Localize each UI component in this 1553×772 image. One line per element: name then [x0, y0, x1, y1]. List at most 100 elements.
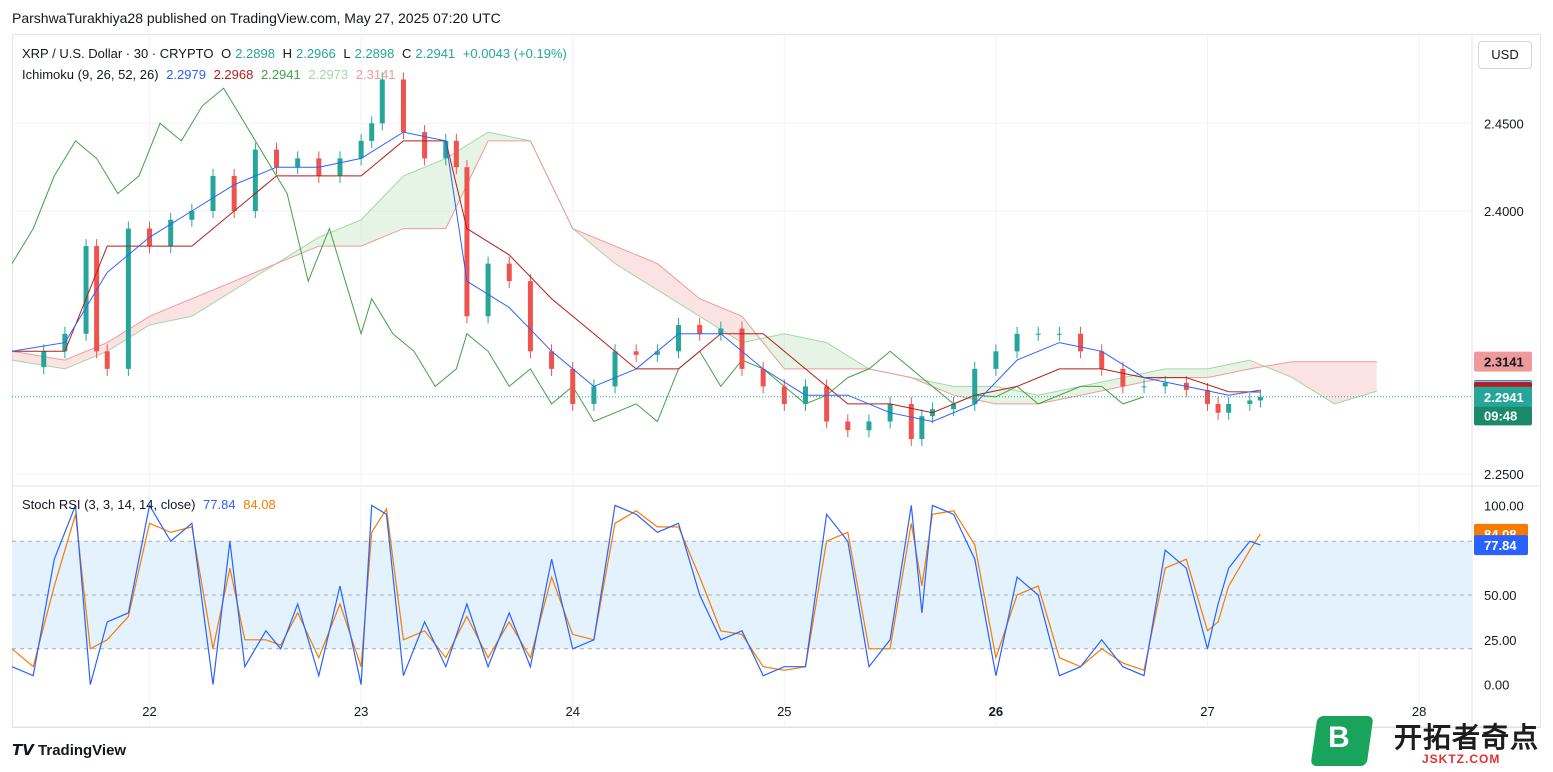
candle-body: [125, 228, 131, 369]
candle-body: [422, 132, 428, 159]
watermark: B 开拓者奇点 JSKTZ.COM: [1310, 712, 1550, 772]
candle-body: [485, 263, 491, 317]
candle-body: [824, 386, 830, 422]
cloud-segment: [1334, 361, 1377, 404]
candle-body: [591, 386, 597, 404]
candle-body: [527, 281, 533, 352]
l-label: L: [343, 46, 351, 61]
candle-body: [781, 386, 787, 404]
candle-body: [273, 149, 279, 168]
candle-body: [104, 351, 110, 369]
tv-icon: 𝙏𝙑: [12, 742, 39, 759]
cloud-segment: [1165, 368, 1208, 378]
watermark-badge-letter: B: [1328, 721, 1350, 754]
ichimoku-label: Ichimoku (9, 26, 52, 26): [22, 67, 159, 82]
candle-body: [443, 140, 449, 159]
candle-body: [612, 351, 618, 387]
candle-body: [993, 351, 999, 369]
senkou-a-line: [11, 131, 1377, 405]
candle-body: [379, 79, 385, 124]
indicator-lines: [11, 72, 1472, 447]
stoch-tick-label: 0.00: [1484, 678, 1509, 693]
candle-body: [1120, 368, 1126, 387]
currency-button[interactable]: USD: [1478, 41, 1532, 69]
candle-body: [1162, 382, 1168, 387]
stoch-k-line: [11, 503, 1261, 685]
x-tick-label: 24: [565, 704, 579, 719]
candle-body: [1056, 333, 1062, 335]
ichimoku-cloud: [12, 132, 1377, 404]
chikou-line: [11, 87, 1145, 423]
candle-body: [972, 368, 978, 404]
candle-body: [464, 167, 470, 317]
x-tick-label: 22: [142, 704, 156, 719]
candle-body: [1215, 403, 1221, 413]
stoch-tick-label: 50.00: [1484, 588, 1517, 603]
stoch-tick-label: 100.00: [1484, 498, 1524, 513]
price-label: 2.2941: [1484, 390, 1524, 405]
cloud-segment: [1207, 360, 1250, 378]
candle-body: [506, 263, 512, 282]
candle-body: [718, 328, 724, 334]
stoch-legend[interactable]: Stoch RSI (3, 3, 14, 14, close) 77.84 84…: [22, 497, 280, 512]
candle-body: [739, 328, 745, 369]
stoch-label: 77.84: [1484, 538, 1517, 553]
ichimoku-chikou-value: 2.2941: [260, 67, 301, 82]
candle-body: [369, 123, 375, 141]
stoch-rsi-pane: [11, 503, 1472, 685]
cloud-segment: [191, 281, 235, 317]
cloud-segment: [784, 333, 827, 369]
symbol-name[interactable]: XRP / U.S. Dollar · 30 · CRYPTO: [22, 46, 214, 61]
cloud-segment: [615, 246, 658, 290]
candle-body: [1014, 333, 1020, 352]
tradingview-logo[interactable]: 𝙏𝙑 TradingView: [12, 741, 126, 759]
candle-body: [337, 158, 343, 176]
candle-body: [570, 368, 576, 404]
candle-body: [760, 368, 766, 387]
cloud-segment: [64, 342, 108, 369]
candle-body: [1099, 351, 1105, 369]
ichimoku-legend[interactable]: Ichimoku (9, 26, 52, 26) 2.2979 2.2968 2…: [22, 67, 400, 82]
candle-body: [676, 325, 682, 352]
cloud-segment: [657, 263, 700, 317]
price-label-bg: [1474, 351, 1532, 372]
price-label-bg: [1474, 405, 1532, 426]
stoch-k-value: 77.84: [203, 497, 236, 512]
candle-body: [252, 149, 258, 212]
l-value: 2.2898: [354, 46, 395, 61]
y-tick-label: 2.2500: [1484, 467, 1524, 482]
candle-body: [866, 421, 872, 431]
candle-body: [453, 140, 459, 168]
candle-body: [189, 211, 195, 220]
candle-body: [1257, 396, 1263, 401]
stoch-tick-label: 25.00: [1484, 633, 1517, 648]
candle-body: [654, 351, 660, 355]
y-tick-label: 2.4000: [1484, 204, 1524, 219]
h-value: 2.2966: [295, 46, 336, 61]
publish-line: ParshwaTurakhiya28 published on TradingV…: [12, 10, 501, 26]
candle-body: [168, 219, 174, 247]
candle-body: [231, 175, 237, 212]
candle-body: [697, 325, 703, 334]
senkou-b-line: [11, 140, 1377, 405]
o-value: 2.2898: [235, 46, 275, 61]
candle-body: [295, 158, 301, 168]
x-tick-label: 27: [1200, 704, 1214, 719]
ichimoku-senkou-a-value: 2.2973: [308, 67, 349, 82]
candle-body: [1141, 386, 1147, 388]
candle-body: [94, 246, 100, 352]
candle-body: [845, 421, 851, 431]
candle-body: [1247, 400, 1253, 404]
candle-body: [400, 79, 406, 133]
cloud-segment: [403, 158, 446, 229]
c-label: C: [402, 46, 412, 61]
ichimoku-kijun-value: 2.2968: [213, 67, 254, 82]
o-label: O: [221, 46, 232, 61]
change-value: +0.0043 (+0.19%): [462, 46, 567, 61]
stoch-d-line: [11, 507, 1261, 672]
price-label: 09:48: [1484, 408, 1517, 423]
ichimoku-tenkan-value: 2.2979: [166, 67, 206, 82]
cloud-segment: [361, 175, 404, 247]
x-tick-label: 25: [777, 704, 791, 719]
